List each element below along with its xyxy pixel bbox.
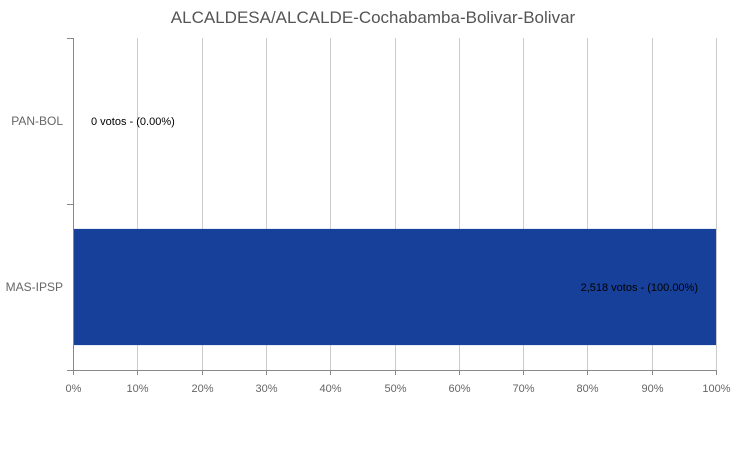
x-tick-label: 100% [702, 383, 730, 395]
x-tick-label: 70% [512, 383, 534, 395]
x-tick-label: 80% [576, 383, 598, 395]
category-label: MAS-IPSP [6, 280, 63, 294]
x-tick-label: 40% [319, 383, 341, 395]
chart-title: ALCALDESA/ALCALDE-Cochabamba-Bolivar-Bol… [171, 8, 576, 27]
data-label: 2,518 votos - (100.00%) [581, 282, 698, 294]
x-tick-label: 20% [191, 383, 213, 395]
axes [67, 38, 717, 375]
x-tick-label: 90% [641, 383, 663, 395]
x-tick-label: 0% [66, 383, 82, 395]
x-tick-label: 50% [384, 383, 406, 395]
x-tick-label: 60% [448, 383, 470, 395]
bars [74, 228, 716, 346]
labels: 0% 10% 20% 30% 40% 50% 60% 70% 80% 90% 100% PAN-BOL… [6, 114, 731, 395]
data-label: 0 votos - (0.00%) [91, 116, 175, 128]
category-label: PAN-BOL [11, 114, 63, 128]
bar [74, 228, 716, 346]
gridlines [137, 38, 717, 370]
x-tick-label: 10% [126, 383, 148, 395]
x-tick-label: 30% [255, 383, 277, 395]
